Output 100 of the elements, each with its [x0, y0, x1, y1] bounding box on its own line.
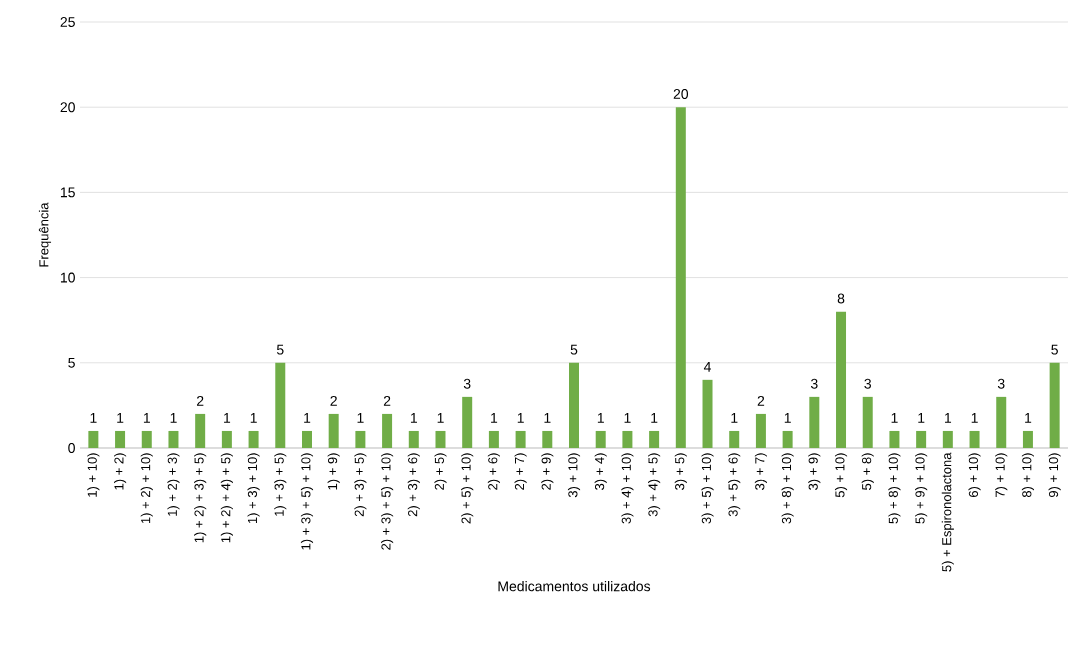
data-label: 4	[703, 362, 711, 372]
bar	[675, 107, 686, 448]
x-tick-label: 9) + 10)	[1048, 453, 1061, 498]
bar	[221, 430, 232, 448]
bar	[969, 430, 980, 448]
x-tick-label: 1) + 10)	[87, 453, 100, 497]
bar	[649, 430, 660, 448]
bar	[862, 396, 873, 448]
data-label: 1	[971, 413, 978, 423]
bar	[996, 396, 1007, 448]
y-tick-label: 5	[68, 357, 75, 368]
x-tick-label: 3) + 9)	[808, 453, 821, 490]
x-tick-label: 2) + 9)	[541, 453, 554, 490]
data-label: 1	[250, 413, 257, 423]
y-tick-label: 15	[60, 187, 75, 198]
bar	[488, 430, 499, 448]
bar	[141, 430, 152, 448]
data-label: 1	[117, 413, 124, 423]
bar	[1049, 362, 1060, 448]
data-label: 2	[196, 395, 204, 406]
bar	[88, 430, 99, 448]
y-tick-label: 0	[68, 443, 75, 453]
bar	[542, 430, 553, 448]
x-tick-label: 3) + 5) + 10)	[701, 453, 714, 524]
data-label: 3	[997, 378, 1005, 389]
x-tick-label: 3) + 10)	[567, 453, 581, 498]
x-tick-label: 2) + 3) + 5) + 10)	[381, 453, 394, 550]
data-label: 1	[945, 413, 952, 423]
data-label: 1	[437, 413, 444, 423]
data-label: 20	[673, 89, 689, 99]
x-tick-label: 3) + 4)	[594, 453, 607, 490]
data-label: 3	[810, 378, 818, 389]
bar	[622, 430, 633, 448]
bar	[462, 396, 473, 448]
data-label: 5	[276, 344, 284, 355]
y-tick-label: 10	[60, 272, 75, 283]
x-tick-label: 3) + 7)	[754, 453, 767, 490]
bar	[942, 430, 953, 448]
data-label: 2	[757, 395, 765, 406]
x-axis-title: Medicamentos utilizados	[498, 580, 651, 592]
x-tick-label: 6) + 10)	[968, 453, 981, 498]
bar	[782, 430, 793, 448]
data-label: 1	[410, 413, 417, 423]
x-tick-label: 5) + 10)	[834, 453, 848, 498]
x-tick-label: 2) + 5) + 10)	[461, 453, 474, 524]
data-label: 1	[224, 413, 231, 423]
data-label: 1	[544, 413, 551, 423]
data-label: 1	[624, 413, 631, 423]
bar	[515, 430, 526, 448]
x-tick-label: 5) + 9) + 10)	[915, 453, 928, 524]
x-tick-label: 2) + 3) + 6)	[407, 453, 420, 517]
y-axis-title: Frequência	[38, 202, 52, 267]
bar	[382, 413, 393, 448]
data-label: 1	[357, 413, 364, 423]
x-tick-label: 2) + 7)	[514, 453, 527, 490]
data-label: 3	[463, 378, 471, 389]
x-tick-label: 3) + 5) + 6)	[728, 453, 741, 517]
data-label: 1	[170, 413, 177, 423]
bar	[248, 430, 259, 448]
bar	[702, 379, 713, 448]
x-tick-label: 3) + 5)	[674, 453, 687, 490]
data-label: 1	[491, 413, 498, 423]
data-label: 1	[304, 413, 311, 423]
bar	[595, 430, 606, 448]
data-label: 2	[330, 395, 337, 406]
x-tick-label: 5) + 8)	[861, 453, 874, 490]
data-label: 3	[864, 378, 871, 389]
x-tick-label: 1) + 9)	[327, 453, 340, 490]
bar	[355, 430, 366, 448]
data-label: 1	[731, 413, 738, 423]
bar	[889, 430, 900, 448]
data-label: 1	[651, 413, 658, 423]
x-tick-label: 1) + 2) + 10)	[140, 453, 153, 524]
bar	[755, 413, 766, 448]
x-tick-label: 3) + 4) + 10)	[621, 453, 634, 524]
bar	[569, 362, 579, 448]
y-tick-label: 20	[60, 102, 75, 113]
data-label: 1	[784, 413, 791, 423]
x-tick-label: 3) + 4) + 5)	[648, 453, 661, 517]
data-label: 1	[597, 413, 604, 423]
bar	[916, 430, 927, 448]
x-tick-label: 2) + 3) + 5)	[354, 453, 367, 517]
x-tick-label: 5) + 8) + 10)	[888, 453, 901, 524]
x-tick-label: 1) + 2) + 3)	[167, 453, 180, 516]
bar	[301, 430, 312, 448]
data-label: 2	[383, 395, 391, 406]
data-label: 1	[1025, 413, 1032, 423]
bar	[809, 396, 820, 448]
x-tick-label: 1) + 3) + 5)	[274, 453, 287, 516]
bar	[435, 430, 446, 448]
bar	[729, 430, 740, 448]
bar	[115, 430, 126, 448]
x-tick-label: 2) + 5)	[434, 453, 447, 490]
data-label: 5	[1051, 344, 1058, 355]
data-label: 1	[891, 413, 898, 423]
data-label: 5	[570, 344, 578, 355]
x-tick-label: 2) + 6)	[487, 453, 500, 490]
x-tick-label: 1) + 2)	[114, 453, 127, 490]
x-tick-label: 7) + 10)	[995, 453, 1008, 498]
bar	[168, 430, 179, 448]
